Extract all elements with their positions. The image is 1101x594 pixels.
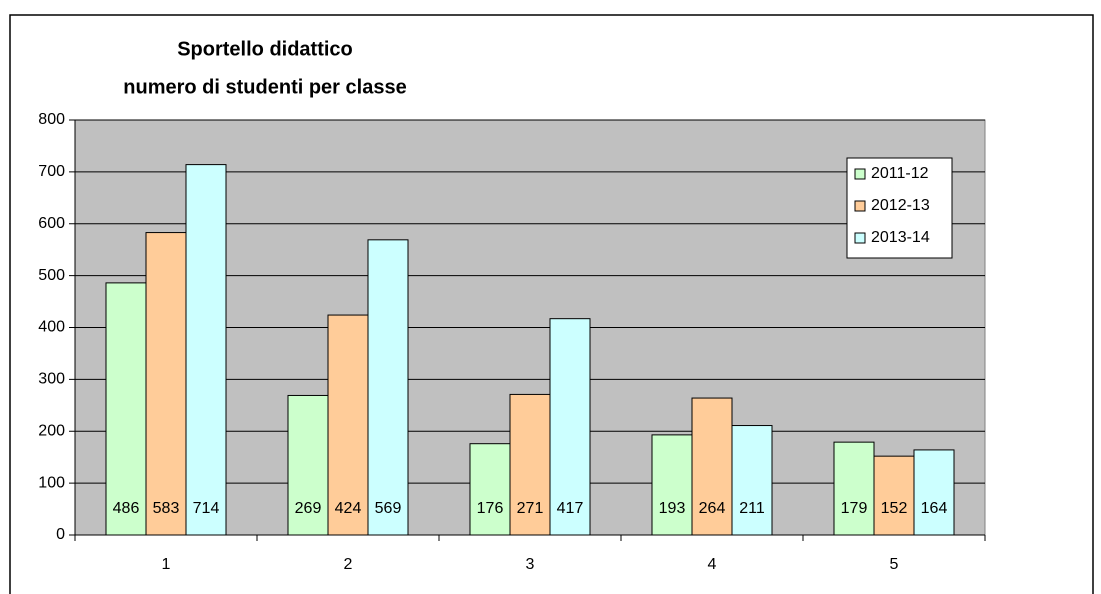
y-tick-label: 0 [56,526,65,543]
data-label: 193 [659,500,686,517]
legend-swatch [854,200,866,212]
x-tick-label: 4 [708,556,717,573]
legend-swatch [854,168,866,180]
x-tick-label: 5 [890,556,899,573]
bar [145,232,187,536]
x-tick-label: 1 [162,556,171,573]
bar [731,425,773,536]
x-tick-label: 2 [344,556,353,573]
data-label: 211 [739,500,765,517]
chart-title: numero di studenti per classe [123,76,406,98]
data-label: 269 [295,500,322,517]
data-label: 271 [517,500,544,517]
y-tick-label: 200 [38,422,65,439]
bar [833,441,875,536]
data-label: 714 [193,500,220,517]
y-tick-label: 100 [38,474,65,491]
bar [469,443,511,536]
x-tick-label: 3 [526,556,535,573]
bar [185,164,227,536]
bar [691,397,733,536]
y-tick-label: 600 [38,215,65,232]
legend-label: 2013-14 [871,229,930,246]
data-label: 179 [841,500,868,517]
bar [549,318,591,536]
data-label: 486 [113,500,140,517]
chart-title: Sportello didattico [177,38,353,60]
bar [509,393,551,536]
data-label: 569 [375,500,402,517]
y-tick-label: 500 [38,267,65,284]
chart-frame [9,14,1094,594]
data-label: 424 [335,500,362,517]
data-label: 417 [557,500,584,517]
bar [367,239,409,536]
y-tick-label: 400 [38,319,65,336]
data-label: 583 [153,500,180,517]
bar [105,282,147,536]
y-tick-label: 800 [38,111,65,128]
y-tick-label: 300 [38,371,65,388]
y-tick-label: 700 [38,163,65,180]
data-label: 176 [477,500,504,517]
data-label: 152 [881,500,908,517]
data-label: 264 [699,500,726,517]
legend-swatch [854,232,866,244]
bar [873,455,915,536]
bar [327,314,369,536]
bar [913,449,955,536]
legend-label: 2012-13 [871,197,930,214]
data-label: 164 [921,500,948,517]
bar [651,434,693,536]
legend-label: 2011-12 [871,165,929,182]
